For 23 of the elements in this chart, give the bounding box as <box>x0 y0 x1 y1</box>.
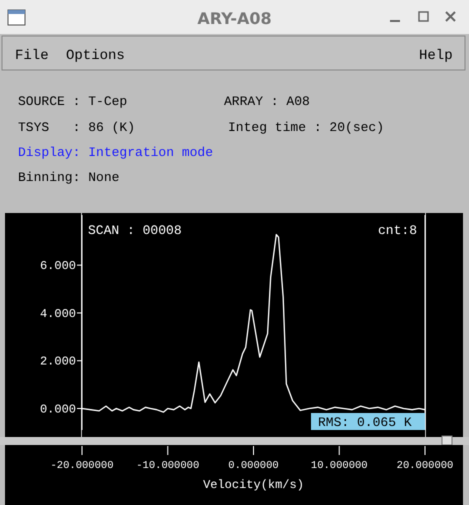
chart-title: ARY-A08 <box>197 9 272 28</box>
y-tick-label: 6.000 <box>40 259 76 274</box>
y-tick-label: 0.000 <box>40 402 76 416</box>
text: Display: Integration mode <box>18 145 214 160</box>
x-tick-label: 20.000000 <box>396 460 454 472</box>
text: File <box>15 48 49 64</box>
annotation: RMS: 0.065 K <box>318 415 412 430</box>
annotation: SCAN : 00008 <box>88 223 182 238</box>
source-note: SOURCE : T-Cep <box>18 94 128 109</box>
x-tick-label: 10.000000 <box>310 460 368 472</box>
text: Help <box>419 48 453 64</box>
x-tick-label: -20.000000 <box>50 460 114 472</box>
annotation: cnt:8 <box>378 223 417 238</box>
x-tick-label: 0.000000 <box>228 460 279 472</box>
text: TSYS : 86 (K) <box>18 120 136 135</box>
text: Options <box>66 48 125 64</box>
y-tick-label: 2.000 <box>40 354 76 369</box>
text: Integ time : 20(sec) <box>228 120 384 135</box>
y-tick-label: 4.000 <box>40 306 76 321</box>
x-tick-label: -10.000000 <box>136 460 200 472</box>
x-axis-title: Velocity(km/s) <box>203 478 304 492</box>
text: ARRAY : A08 <box>224 94 310 109</box>
text: Binning: None <box>18 170 120 185</box>
